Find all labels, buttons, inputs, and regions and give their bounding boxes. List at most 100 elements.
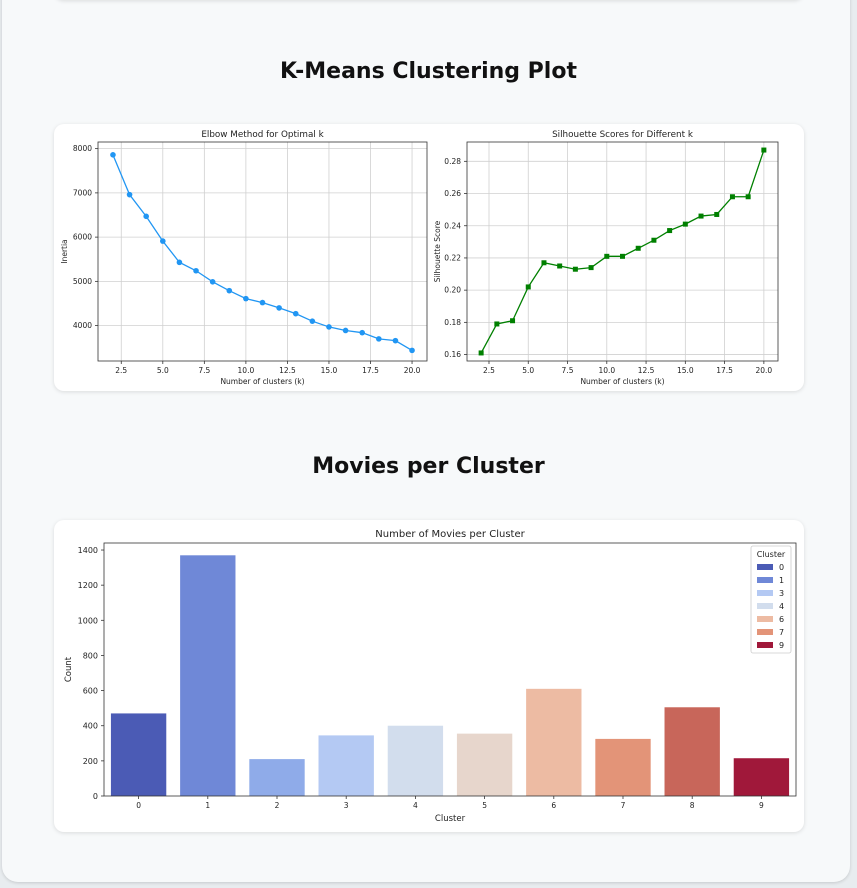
x-axis-label: Number of clusters (k): [220, 377, 304, 386]
y-tick-label: 5000: [73, 277, 92, 286]
x-tick-label: 9: [759, 801, 764, 810]
bar: [110, 713, 167, 796]
plot-frame: [103, 542, 797, 797]
y-tick-label: 600: [83, 687, 98, 696]
movies-section-title: Movies per Cluster: [312, 454, 545, 479]
legend-label: 4: [779, 602, 784, 611]
y-tick-label: 1000: [78, 616, 98, 625]
x-tick-label: 17.5: [362, 366, 379, 375]
y-tick-label: 0.16: [444, 350, 461, 359]
legend-title: Cluster: [757, 550, 786, 559]
bar: [595, 738, 651, 796]
data-point: [557, 263, 563, 269]
chart-title: Number of Movies per Cluster: [375, 529, 525, 540]
y-tick-label: 1200: [78, 581, 98, 590]
x-tick-label: 12.5: [279, 366, 296, 375]
movies-cluster-card: 0 1 2 3 4 5 6 7 8 9 0 200 400 600 800 1000 1200 1400 Numbe…: [54, 520, 804, 832]
data-point: [761, 147, 767, 153]
data-point: [326, 324, 332, 330]
data-point: [392, 337, 399, 344]
data-point: [667, 228, 673, 234]
bar: [733, 758, 790, 796]
y-tick-label: 7000: [73, 188, 92, 197]
bar: [249, 759, 305, 796]
data-point: [698, 213, 704, 219]
legend-box: [750, 545, 792, 654]
data-point: [409, 347, 415, 354]
legend-swatch: [757, 564, 773, 570]
x-tick-label: 8: [690, 801, 695, 810]
y-tick-label: 400: [83, 722, 98, 731]
y-tick-label: 4000: [73, 321, 92, 330]
x-tick-label: 17.5: [716, 366, 733, 375]
legend-swatch: [757, 590, 773, 596]
chart-title: Silhouette Scores for Different k: [552, 130, 694, 140]
data-point: [478, 350, 484, 356]
y-axis-label: Count: [64, 656, 74, 682]
data-point: [604, 253, 610, 259]
y-axis-label: Inertia: [60, 239, 69, 263]
legend-label: 3: [779, 589, 784, 598]
data-point: [729, 194, 735, 200]
y-tick-label: 6000: [73, 233, 92, 242]
x-tick-label: 7.5: [562, 366, 574, 375]
data-point: [292, 310, 299, 317]
x-tick-label: 2.5: [483, 366, 495, 375]
silhouette-chart: 2.5 5.0 7.5 10.0 12.5 15.0 17.5 20.0 0.16 0.18 0.2…: [433, 130, 779, 386]
x-tick-label: 5: [482, 801, 487, 810]
data-point: [541, 260, 547, 266]
y-tick-label: 800: [83, 651, 98, 660]
chart-title: Elbow Method for Optimal k: [201, 130, 324, 140]
x-tick-label: 2: [275, 801, 280, 810]
x-tick-label: 0: [136, 801, 141, 810]
data-point: [110, 152, 116, 158]
data-point: [359, 329, 365, 336]
data-point: [376, 336, 382, 342]
x-tick-label: 20.0: [756, 366, 773, 375]
data-point: [494, 321, 500, 327]
y-tick-label: 1400: [78, 546, 98, 555]
y-tick-label: 0.20: [444, 286, 461, 295]
x-tick-label: 4: [413, 801, 418, 810]
legend-swatch: [757, 603, 773, 609]
legend-label: 7: [779, 628, 784, 637]
x-axis-label: Cluster: [435, 814, 466, 824]
y-tick-label: 0.28: [444, 157, 461, 166]
x-tick-label: 3: [344, 801, 349, 810]
data-point: [620, 253, 625, 259]
x-axis-label: Number of clusters (k): [580, 377, 664, 386]
data-point: [243, 295, 249, 302]
x-tick-label: 10.0: [598, 366, 615, 375]
plot-frame: [97, 141, 428, 362]
legend-label: 6: [779, 615, 784, 624]
bar: [526, 688, 582, 796]
y-tick-label: 0: [93, 792, 98, 801]
kmeans-section-title: K-Means Clustering Plot: [280, 59, 577, 84]
x-tick-label: 12.5: [638, 366, 655, 375]
series-line: [112, 154, 413, 351]
x-tick-label: 6: [551, 801, 556, 810]
x-tick-label: 20.0: [404, 366, 421, 375]
legend-swatch: [757, 616, 773, 622]
data-point: [226, 287, 233, 294]
data-point: [572, 266, 578, 272]
legend-label: 0: [779, 563, 784, 572]
bar: [180, 555, 236, 796]
y-tick-label: 0.26: [444, 189, 461, 198]
bar: [318, 735, 374, 796]
y-tick-label: 0.24: [444, 221, 461, 230]
data-point: [276, 305, 282, 311]
x-tick-label: 10.0: [238, 366, 255, 375]
data-point: [588, 265, 594, 271]
x-tick-label: 7: [621, 801, 626, 810]
y-tick-label: 0.22: [444, 254, 461, 263]
x-tick-label: 7.5: [198, 366, 210, 375]
plot-frame: [466, 141, 779, 362]
x-tick-label: 15.0: [677, 366, 694, 375]
data-point: [714, 211, 720, 217]
data-point: [160, 238, 166, 244]
data-point: [309, 318, 316, 324]
data-point: [510, 318, 516, 324]
x-tick-label: 15.0: [321, 366, 338, 375]
legend-swatch: [757, 629, 773, 635]
